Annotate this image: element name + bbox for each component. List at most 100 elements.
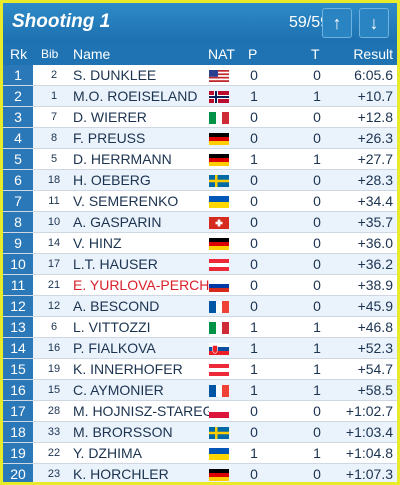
penalty-cell: 0 <box>250 172 258 188</box>
table-row[interactable]: 19 22 Y. DZHIMA 1 1 +1:04.8 <box>3 443 397 464</box>
penalty-cell: 0 <box>250 403 258 419</box>
result-cell: 6:05.6 <box>354 67 393 83</box>
table-row[interactable]: 2 1 M.O. ROEISELAND 1 1 +10.7 <box>3 86 397 107</box>
col-bib: Bib <box>41 47 59 61</box>
table-row[interactable]: 8 10 A. GASPARIN 0 0 +35.7 <box>3 212 397 233</box>
penalty-cell: 1 <box>250 361 258 377</box>
athlete-name: D. WIERER <box>73 109 147 125</box>
col-total: T <box>311 46 320 62</box>
scroll-up-button[interactable]: ↑ <box>322 8 352 38</box>
total-penalty-cell: 0 <box>313 172 321 188</box>
penalty-cell: 1 <box>250 151 258 167</box>
table-row[interactable]: 15 19 K. INNERHOFER 1 1 +54.7 <box>3 359 397 380</box>
total-penalty-cell: 1 <box>313 382 321 398</box>
table-row[interactable]: 7 11 V. SEMERENKO 0 0 +34.4 <box>3 191 397 212</box>
rank-cell: 16 <box>3 380 33 400</box>
bib-cell: 10 <box>47 216 61 228</box>
rank-cell: 18 <box>3 422 33 442</box>
bib-cell: 8 <box>50 132 58 144</box>
bib-cell: 28 <box>47 405 61 417</box>
flag-swe-icon <box>209 175 229 187</box>
result-cell: +38.9 <box>357 277 393 293</box>
rank-cell: 3 <box>3 107 33 127</box>
result-cell: +36.0 <box>357 235 393 251</box>
athlete-name: F. PREUSS <box>73 130 146 146</box>
table-row[interactable]: 4 8 F. PREUSS 0 0 +26.3 <box>3 128 397 149</box>
athlete-name: P. FIALKOVA <box>73 340 156 356</box>
table-row[interactable]: 11 21 E. YURLOVA-PERCHT 0 0 +38.9 <box>3 275 397 296</box>
bib-cell: 15 <box>47 384 61 396</box>
scroll-down-button[interactable]: ↓ <box>359 8 389 38</box>
arrow-down-icon: ↓ <box>369 13 379 33</box>
table-row[interactable]: 13 6 L. VITTOZZI 1 1 +46.8 <box>3 317 397 338</box>
bib-cell: 11 <box>48 195 60 207</box>
bib-cell: 1 <box>50 90 58 102</box>
rank-cell: 12 <box>3 296 33 316</box>
bib-cell: 22 <box>47 447 61 459</box>
total-penalty-cell: 0 <box>313 298 321 314</box>
table-row[interactable]: 5 5 D. HERRMANN 1 1 +27.7 <box>3 149 397 170</box>
table-row[interactable]: 18 33 M. BRORSSON 0 0 +1:03.4 <box>3 422 397 443</box>
table-row[interactable]: 12 12 A. BESCOND 0 0 +45.9 <box>3 296 397 317</box>
col-nat: NAT <box>208 46 235 62</box>
table-row[interactable]: 6 18 H. OEBERG 0 0 +28.3 <box>3 170 397 191</box>
flag-svk-icon <box>209 343 229 355</box>
table-row[interactable]: 10 17 L.T. HAUSER 0 0 +36.2 <box>3 254 397 275</box>
penalty-cell: 1 <box>250 382 258 398</box>
athlete-name: L. VITTOZZI <box>73 319 151 335</box>
flag-ger-icon <box>209 238 229 250</box>
total-penalty-cell: 0 <box>313 109 321 125</box>
table-row[interactable]: 16 15 C. AYMONIER 1 1 +58.5 <box>3 380 397 401</box>
bib-cell: 12 <box>47 300 61 312</box>
rank-cell: 14 <box>3 338 33 358</box>
flag-sui-icon <box>209 217 229 229</box>
result-cell: +1:02.7 <box>345 403 393 419</box>
rank-cell: 10 <box>3 254 33 274</box>
total-penalty-cell: 1 <box>313 88 321 104</box>
result-cell: +28.3 <box>357 172 393 188</box>
penalty-cell: 0 <box>250 193 258 209</box>
flag-fra-icon <box>209 301 229 313</box>
result-cell: +46.8 <box>357 319 393 335</box>
flag-ita-icon <box>209 322 229 334</box>
penalty-cell: 0 <box>250 214 258 230</box>
table-row[interactable]: 3 7 D. WIERER 0 0 +12.8 <box>3 107 397 128</box>
result-cell: +35.7 <box>357 214 393 230</box>
table-row[interactable]: 1 2 S. DUNKLEE 0 0 6:05.6 <box>3 65 397 86</box>
bib-cell: 16 <box>47 342 61 354</box>
rank-cell: 19 <box>3 443 33 463</box>
result-cell: +12.8 <box>357 109 393 125</box>
page-title: Shooting 1 <box>12 11 111 32</box>
result-cell: +45.9 <box>357 298 393 314</box>
rank-cell: 13 <box>3 317 33 337</box>
bib-cell: 6 <box>50 321 58 333</box>
penalty-cell: 1 <box>250 88 258 104</box>
total-penalty-cell: 1 <box>313 340 321 356</box>
total-penalty-cell: 0 <box>313 466 321 482</box>
bib-cell: 5 <box>50 153 58 165</box>
athlete-name: A. BESCOND <box>73 298 160 314</box>
bib-cell: 14 <box>47 237 61 249</box>
table-row[interactable]: 17 28 M. HOJNISZ-STAREGA 0 0 +1:02.7 <box>3 401 397 422</box>
total-penalty-cell: 0 <box>313 67 321 83</box>
athlete-name: A. GASPARIN <box>73 214 162 230</box>
table-row[interactable]: 9 14 V. HINZ 0 0 +36.0 <box>3 233 397 254</box>
flag-ger-icon <box>209 133 229 145</box>
total-penalty-cell: 0 <box>313 403 321 419</box>
table-row[interactable]: 20 23 K. HORCHLER 0 0 +1:07.3 <box>3 464 397 482</box>
rank-cell: 9 <box>3 233 33 253</box>
total-penalty-cell: 0 <box>313 130 321 146</box>
result-counter: 59/59 <box>289 14 330 31</box>
athlete-name: D. HERRMANN <box>73 151 172 167</box>
bib-cell: 7 <box>50 111 58 123</box>
total-penalty-cell: 1 <box>313 361 321 377</box>
table-row[interactable]: 14 16 P. FIALKOVA 1 1 +52.3 <box>3 338 397 359</box>
penalty-cell: 0 <box>250 130 258 146</box>
total-penalty-cell: 0 <box>313 193 321 209</box>
rank-cell: 6 <box>3 170 33 190</box>
athlete-name: S. DUNKLEE <box>73 67 157 83</box>
athlete-name: M. HOJNISZ-STAREGA <box>73 403 223 419</box>
result-cell: +1:03.4 <box>345 424 393 440</box>
bib-cell: 33 <box>47 426 61 438</box>
